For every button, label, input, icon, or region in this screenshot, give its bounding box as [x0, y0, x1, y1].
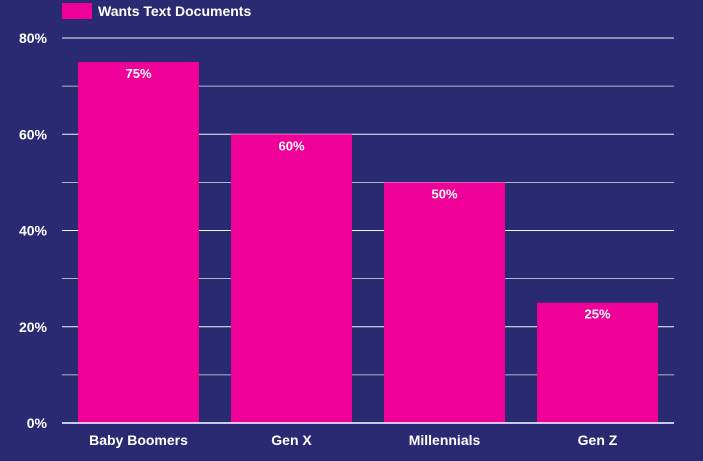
bar-gen-x	[231, 134, 352, 423]
x-tick-label: Gen Z	[578, 432, 618, 448]
legend: Wants Text Documents	[62, 2, 251, 20]
x-tick-label: Baby Boomers	[89, 432, 188, 448]
y-tick-label: 0%	[27, 415, 48, 431]
y-tick-label: 40%	[19, 223, 48, 239]
bar-gen-z	[537, 302, 658, 423]
data-label: 25%	[584, 307, 610, 322]
y-tick-label: 60%	[19, 126, 48, 142]
y-tick-label: 80%	[19, 30, 48, 46]
y-tick-label: 20%	[19, 319, 48, 335]
data-label: 75%	[125, 66, 151, 81]
legend-label: Wants Text Documents	[98, 3, 252, 19]
y-axis: 0% 20% 40% 60% 80%	[19, 30, 48, 431]
bar-millennials	[384, 182, 505, 423]
x-tick-label: Gen X	[271, 432, 312, 448]
data-label: 50%	[431, 186, 457, 201]
data-label: 60%	[278, 138, 304, 153]
legend-swatch	[62, 3, 92, 19]
bars: 75% 60% 50% 25%	[78, 62, 658, 423]
bar-baby-boomers	[78, 62, 199, 423]
x-tick-label: Millennials	[409, 432, 481, 448]
x-axis: Baby Boomers Gen X Millennials Gen Z	[62, 422, 674, 448]
